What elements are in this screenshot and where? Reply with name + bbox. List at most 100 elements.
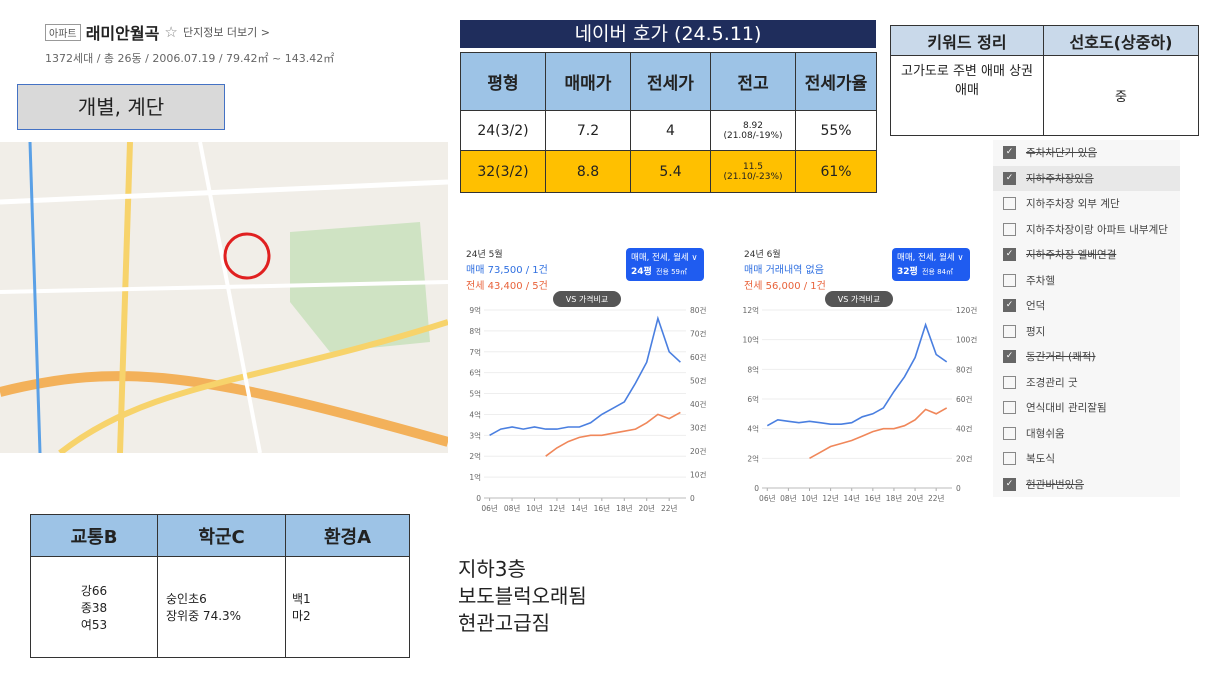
cell: 8.92 (21.08/-19%) [710,110,796,151]
cell: 11.5 (21.10/-23%) [710,150,796,193]
column-header: 학군C [157,514,286,557]
checkbox[interactable]: ✓ [1003,248,1016,262]
column-header: 매매가 [545,52,631,111]
checkbox[interactable]: ✓ [1003,171,1016,185]
check-item[interactable]: 조경관리 굿 [993,370,1180,396]
y-tick-label: 4억 [747,425,759,434]
checkbox[interactable] [1003,401,1016,415]
highway [0,371,448,447]
check-item[interactable]: ✓ 주차차단기 있음 [993,140,1180,166]
cell: 24(3/2) [460,110,546,151]
y2-tick-label: 120건 [956,305,977,315]
size-label: 32평 [897,265,918,277]
check-item[interactable]: 평지 [993,319,1180,345]
y-tick-label: 8억 [747,365,759,374]
checkbox[interactable] [1003,197,1016,211]
check-item[interactable]: 지하주차장 외부 계단 [993,191,1180,217]
road [0,179,448,205]
rent-summary: 전세 43,400 / 5건 [466,280,548,292]
y-tick-label: 9억 [469,306,481,315]
cell-sub: (21.08/-19%) [723,130,783,141]
check-label: 지하주차장이랑 아파트 내부계단 [1026,223,1168,236]
y-tick-label: 6억 [747,395,759,404]
check-item[interactable]: 지하주차장이랑 아파트 내부계단 [993,217,1180,243]
x-tick-label: 12년 [549,503,566,513]
cell-sub: (21.10/-23%) [723,171,783,182]
size-label: 24평 [631,265,652,277]
check-item[interactable]: ✓ 언덕 [993,293,1180,319]
column-header: 평형 [460,52,546,111]
cell: 4 [630,110,711,151]
checkbox[interactable]: ✓ [1003,350,1016,364]
road [0,280,448,294]
score-cell: 백1 마2 [285,556,410,658]
y-tick-label: 1억 [469,473,481,482]
check-label: 지하주차장있음 [1026,172,1094,185]
label-box: 개별, 계단 [17,84,225,130]
checkbox[interactable]: ✓ [1003,299,1016,313]
check-label: 주차차단기 있음 [1026,147,1097,160]
check-label: 동간거리 (쾌적) [1026,351,1096,364]
check-item[interactable]: 주차헬 [993,268,1180,294]
check-item[interactable]: ✓ 동간거리 (쾌적) [993,344,1180,370]
x-tick-label: 18년 [616,503,633,513]
y2-tick-label: 20건 [956,453,973,463]
y2-tick-label: 100건 [956,335,977,345]
x-tick-label: 18년 [886,493,903,503]
sale-summary: 매매 73,500 / 1건 [466,264,548,276]
y2-tick-label: 0 [690,494,695,503]
filter-badge [626,248,704,281]
sale-summary: 매매 거래내역 없음 [744,263,824,276]
checkbox[interactable] [1003,273,1016,287]
check-item[interactable]: ✓ 현관바번있음 [993,472,1180,498]
y2-tick-label: 50건 [690,376,707,386]
x-tick-label: 06년 [759,493,776,503]
y2-tick-label: 80건 [690,305,707,315]
check-item[interactable]: 연식대비 관리잘됨 [993,395,1180,421]
notes: 지하3층 보도블럭오래됨 현관고급짐 [458,556,587,637]
cell-line: 백1 [292,592,311,606]
checkbox[interactable] [1003,324,1016,338]
checkbox[interactable] [1003,426,1016,440]
checkbox[interactable] [1003,375,1016,389]
column-header: 키워드 정리 [890,25,1044,56]
checkbox[interactable]: ✓ [1003,477,1016,491]
y-tick-label: 5억 [469,390,481,399]
check-item[interactable]: ✓ 지하주차장있음 [993,165,1180,191]
compare-label: VS 가격비교 [838,294,881,304]
check-item[interactable]: 대형쉬움 [993,421,1180,447]
type-badge: 아파트 [45,23,81,41]
score-table: 교통B 학군C 환경A 강66 종38 여53 숭인초6 장위중 74.3% 백1 마2 [30,514,410,658]
column-header: 전세가 [630,52,711,111]
check-label: 지하주차장 외부 계단 [1026,198,1120,211]
filter-label: 매매, 전세, 월세 ∨ [897,252,964,263]
keyword-cell: 고가도로 주변 애매 상권 애매 [890,55,1044,136]
checkbox[interactable] [1003,452,1016,466]
y2-tick-label: 70건 [690,329,707,339]
x-tick-label: 14년 [571,503,588,513]
y2-tick-label: 10건 [690,470,707,480]
column-header: 선호도(상중하) [1043,25,1199,56]
filter-badge [892,248,970,281]
check-item[interactable]: 복도식 [993,446,1180,472]
note: 현관고급짐 [458,611,550,635]
checkbox[interactable] [1003,222,1016,236]
x-tick-label: 08년 [504,503,521,513]
favorite-star[interactable]: ☆ [164,23,178,41]
cell-line: 종38 [80,600,108,615]
more-info-link[interactable]: 단지정보 더보기 > [182,26,271,39]
park [290,222,430,352]
area-label: 전용 84㎡ [922,267,953,276]
x-tick-label: 10년 [526,503,543,513]
cell: 5.4 [630,150,711,193]
price-line [545,411,681,457]
price-line [809,407,948,459]
check-item[interactable]: ✓ 지하주차장 엘베연결 [993,242,1180,268]
road [58,319,448,453]
checkbox[interactable]: ✓ [1003,146,1016,160]
x-tick-label: 22년 [928,493,945,503]
check-label: 복도식 [1026,453,1055,466]
